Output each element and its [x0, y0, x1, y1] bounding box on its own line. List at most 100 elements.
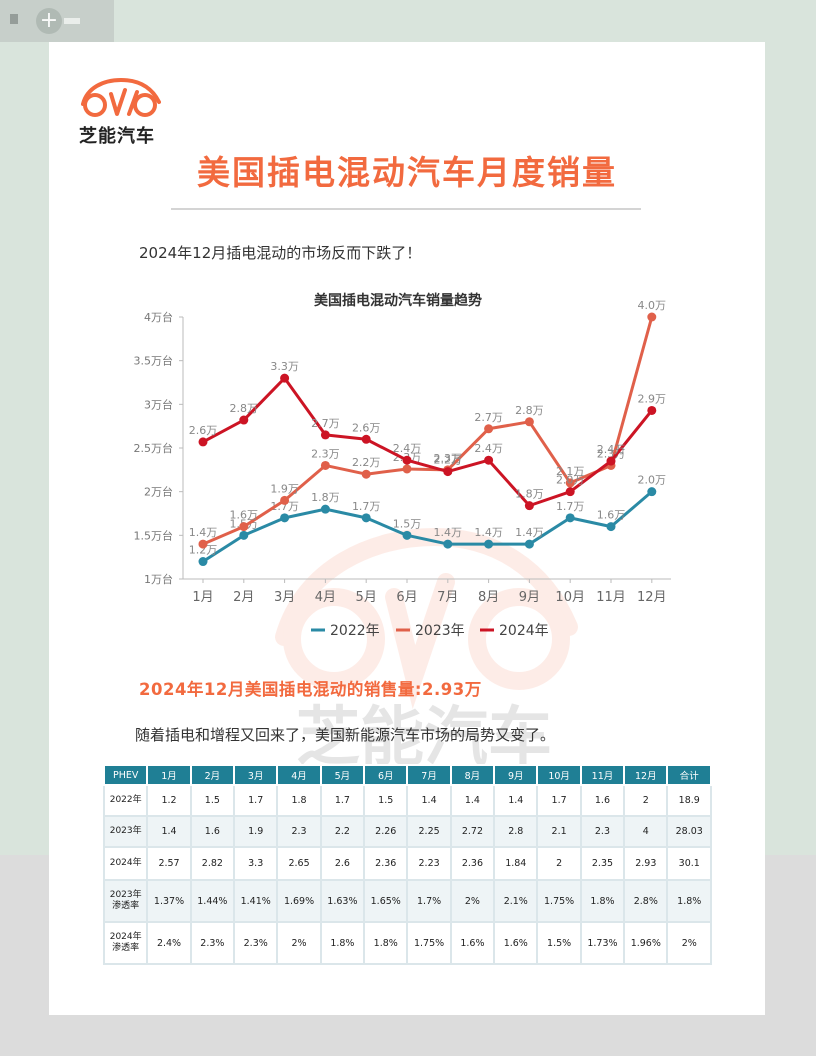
- data-point: [606, 456, 616, 466]
- table-cell: 2%: [449, 879, 496, 923]
- data-point: [198, 437, 208, 447]
- data-label: 2.3万: [311, 447, 340, 460]
- table-header-cell: 6月: [363, 764, 409, 786]
- data-label: 2.6万: [352, 421, 381, 434]
- table-cell: 2.36: [449, 846, 496, 881]
- data-label: 1.6万: [230, 509, 258, 522]
- table-cell: 1.65%: [363, 879, 409, 923]
- data-point: [320, 430, 330, 440]
- chart-axes: 1万台 1.5万台 2万台 2.5万台 3万台 3.5万台 4万台 1月 2月 3月 4月 5月 6月 7…: [134, 310, 671, 605]
- table-cell: 2.65: [276, 846, 322, 881]
- table-cell: 1.37%: [146, 879, 192, 923]
- data-point: [484, 455, 494, 465]
- paragraph-text: 随着插电和增程又回来了，美国新能源汽车市场的局势又变了。: [135, 726, 556, 744]
- series-line: [202, 376, 653, 508]
- table-cell: 2.3%: [233, 921, 279, 965]
- table-cell: 2.3: [276, 815, 322, 848]
- table-cell: 1.4: [449, 784, 496, 817]
- data-label: 2.2万: [352, 456, 381, 469]
- data-label: 2.4万: [474, 442, 503, 455]
- data-point: [524, 539, 534, 549]
- brand-logo: 芝能汽车: [79, 74, 161, 147]
- data-point: [198, 539, 208, 549]
- y-tick-label: 3.5万台: [134, 354, 174, 368]
- data-point: [280, 373, 290, 383]
- table-body: 2022年 1.2 1.5 1.7 1.8 1.7 1.5 1.4 1.4 1.4 1.7 1.6 2 1…: [102, 784, 712, 965]
- row-header-cell: 2022年: [102, 784, 149, 817]
- zoom-in-icon[interactable]: +: [36, 8, 62, 34]
- table-cell: 18.9: [666, 784, 712, 817]
- x-tick-label: 9月: [519, 590, 540, 605]
- row-header-cell: 2023年: [102, 815, 149, 848]
- data-point: [484, 424, 494, 434]
- table-cell: 1.96%: [623, 921, 669, 965]
- table-cell: 1.75%: [536, 879, 582, 923]
- data-label: 1.8万: [311, 491, 340, 504]
- x-tick-label: 6月: [396, 590, 417, 605]
- row-header-cell: 2024年: [102, 846, 149, 881]
- chart-title: 美国插电混动汽车销量趋势: [314, 292, 482, 309]
- data-point: [361, 434, 371, 444]
- table-cell: 2.36: [363, 846, 409, 881]
- data-point: [647, 312, 657, 322]
- sales-table: PHEV 1月 2月 3月 4月 5月 6月 7月 8月 9月 10月 11月 12月 合计 2022年 1…: [102, 764, 712, 965]
- series-line: [202, 316, 654, 546]
- data-point: [565, 478, 575, 488]
- data-point: [239, 415, 249, 425]
- table-header-cell: 2月: [189, 764, 236, 786]
- table-header-cell: 8月: [449, 764, 496, 786]
- table-row: 2023年 1.4 1.6 1.9 2.3 2.2 2.26 2.25 2.72 2.8 2.1 2.…: [102, 815, 712, 848]
- table-cell: 30.1: [666, 846, 712, 881]
- table-cell: 1.6: [189, 815, 236, 848]
- table-header-cell: 合计: [666, 764, 712, 786]
- table-cell: 2.2: [319, 815, 366, 848]
- table-cell: 1.8: [276, 784, 322, 817]
- x-tick-label: 1月: [192, 590, 213, 605]
- data-label: 1.8万: [515, 488, 544, 501]
- data-label: 1.7万: [556, 500, 585, 513]
- page-icon[interactable]: [10, 14, 18, 24]
- data-label: 2.2万: [434, 454, 463, 467]
- data-label: 2.9万: [638, 392, 667, 405]
- data-label: 1.9万: [270, 482, 299, 495]
- table-cell: 2.25: [406, 815, 452, 848]
- watermark-text: 芝能汽车: [296, 701, 552, 775]
- data-label: 2.1万: [556, 465, 585, 478]
- data-label: 1.7万: [352, 500, 381, 513]
- table-cell: 1.5: [363, 784, 409, 817]
- table-cell: 1.8%: [319, 921, 366, 965]
- table-cell: 1.41%: [233, 879, 279, 923]
- y-tick-label: 2万台: [144, 485, 173, 499]
- table-cell: 2%: [666, 921, 712, 965]
- y-tick-label: 3万台: [144, 397, 173, 411]
- data-label: 2.4万: [393, 442, 422, 455]
- data-label: 3.3万: [270, 360, 299, 373]
- table-header-row: PHEV 1月 2月 3月 4月 5月 6月 7月 8月 9月 10月 11月 12月 合计: [102, 764, 712, 786]
- legend-label: 2022年: [330, 623, 380, 639]
- data-point: [443, 539, 453, 549]
- table-cell: 1.7%: [406, 879, 452, 923]
- data-point: [239, 522, 249, 532]
- data-label: 1.6万: [597, 509, 626, 522]
- data-point: [402, 530, 412, 540]
- data-point: [280, 495, 290, 505]
- x-tick-label: 10月: [555, 590, 585, 605]
- table-cell: 1.6: [579, 784, 626, 817]
- zoom-bar[interactable]: [64, 18, 80, 24]
- table-cell: 2.35: [579, 846, 626, 881]
- data-point: [402, 455, 412, 465]
- table-cell: 2.6: [319, 846, 366, 881]
- x-tick-label: 5月: [356, 590, 377, 605]
- series-line: [202, 490, 653, 563]
- data-label: 1.7万: [270, 500, 299, 513]
- data-label: 2.3万: [434, 452, 463, 465]
- y-tick-label: 4万台: [144, 310, 173, 324]
- data-label: 4.0万: [638, 299, 667, 312]
- table-header-cell: 9月: [493, 764, 539, 786]
- data-point: [565, 513, 575, 523]
- table-cell: 2%: [276, 921, 322, 965]
- table-cell: 1.7: [233, 784, 279, 817]
- car-logo-icon: [81, 77, 161, 117]
- table-cell: 2.8: [493, 815, 539, 848]
- table-cell: 3.3: [233, 846, 279, 881]
